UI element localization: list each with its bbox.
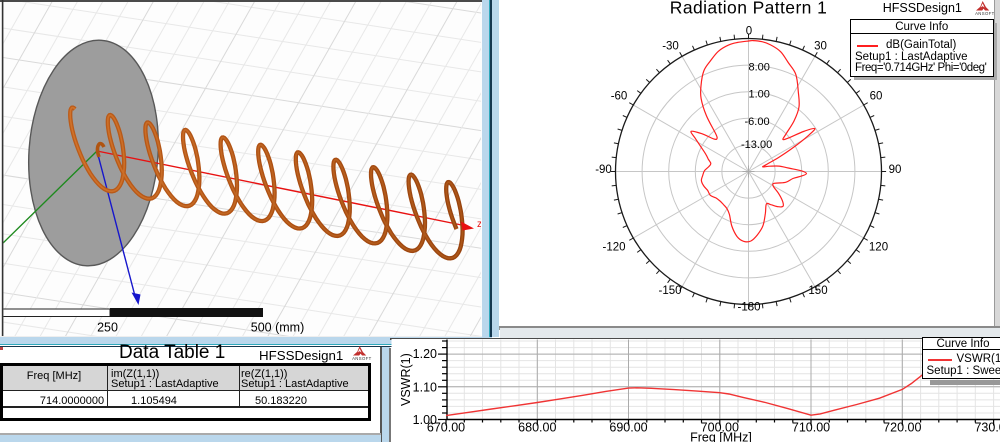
svg-text:710.00: 710.00 (792, 421, 830, 435)
svg-text:730.00: 730.00 (974, 421, 1000, 435)
svg-text:ANSOFT: ANSOFT (352, 356, 372, 361)
svg-text:150: 150 (808, 285, 827, 297)
svg-text:1.20: 1.20 (413, 347, 437, 361)
svg-text:-150: -150 (658, 285, 681, 297)
svg-text:-180: -180 (737, 302, 760, 314)
svg-text:-60: -60 (611, 91, 628, 103)
svg-text:0: 0 (746, 26, 752, 38)
svg-text:670.00: 670.00 (427, 421, 465, 435)
svg-text:8.00: 8.00 (749, 62, 770, 74)
svg-text:500 (mm): 500 (mm) (251, 321, 304, 335)
svg-text:60: 60 (870, 91, 883, 103)
svg-text:HFSSDesign1: HFSSDesign1 (883, 1, 962, 15)
svg-text:720.00: 720.00 (883, 421, 921, 435)
svg-text:-120: -120 (602, 242, 625, 254)
svg-text:700.00: 700.00 (701, 421, 739, 435)
svg-text:690.00: 690.00 (609, 421, 647, 435)
svg-text:120: 120 (869, 242, 888, 254)
svg-text:-90: -90 (595, 164, 612, 176)
svg-text:680.00: 680.00 (518, 421, 556, 435)
svg-text:-30: -30 (662, 41, 679, 53)
svg-text:ANSOFT: ANSOFT (975, 11, 994, 16)
svg-text:-13.00: -13.00 (741, 139, 772, 151)
svg-text:250: 250 (97, 321, 118, 335)
svg-text:90: 90 (889, 164, 902, 176)
svg-text:Freq [MHz]: Freq [MHz] (690, 431, 752, 442)
svg-text:1.00: 1.00 (413, 413, 437, 427)
svg-text:30: 30 (814, 41, 827, 53)
svg-text:Radiation Pattern 1: Radiation Pattern 1 (670, 0, 827, 18)
svg-text:1.00: 1.00 (749, 89, 770, 101)
svg-text:-6.00: -6.00 (745, 116, 770, 128)
svg-text:VSWR(1): VSWR(1) (399, 353, 413, 406)
svg-text:1.10: 1.10 (413, 381, 437, 395)
svg-text:z: z (477, 219, 482, 230)
